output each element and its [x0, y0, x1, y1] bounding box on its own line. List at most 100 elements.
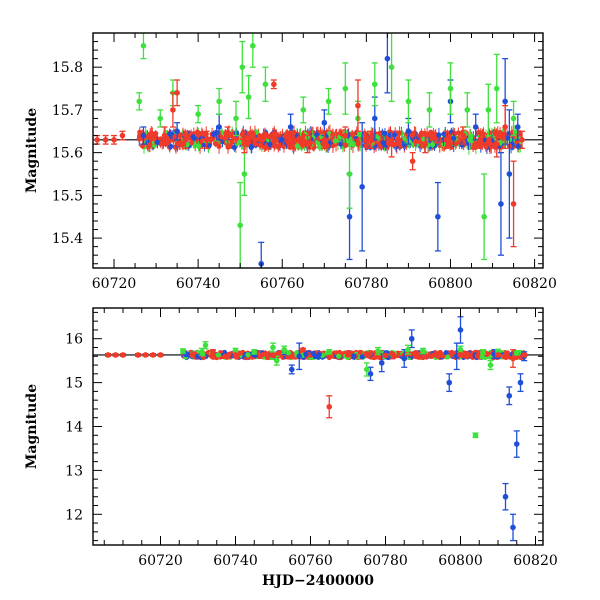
data-point: [182, 137, 189, 143]
data-point: [510, 115, 517, 122]
cloud-point: [482, 132, 488, 138]
x-tick-label: 60760: [260, 276, 305, 292]
data-point: [457, 346, 464, 353]
cloud-point: [229, 139, 235, 145]
x-axis-title: HJD−2400000: [262, 573, 374, 589]
data-point: [493, 141, 500, 147]
cloud-point: [244, 135, 250, 141]
cloud-point: [249, 143, 255, 149]
data-point: [405, 346, 411, 353]
data-point: [435, 213, 441, 220]
data-point: [422, 141, 429, 147]
data-point: [237, 222, 243, 229]
cloud-point: [363, 143, 369, 149]
data-point: [304, 141, 311, 147]
cloud-point: [147, 142, 153, 148]
cloud-point: [264, 354, 271, 361]
cloud-point: [382, 130, 388, 137]
data-point: [120, 352, 126, 358]
data-point: [506, 392, 513, 399]
data-point: [281, 346, 288, 353]
cloud-point: [428, 353, 434, 360]
data-point: [140, 132, 147, 139]
data-point: [519, 137, 525, 143]
data-point: [174, 128, 180, 135]
cloud-point: [172, 134, 178, 140]
cloud-point: [332, 138, 338, 144]
cloud-point: [451, 140, 457, 146]
cloud-point: [515, 143, 521, 150]
data-point: [420, 354, 426, 360]
cloud-point: [351, 141, 357, 147]
data-point: [326, 349, 333, 355]
data-point: [287, 137, 294, 143]
data-point: [367, 371, 374, 377]
cloud-point: [402, 136, 408, 142]
y-ticks: [93, 32, 543, 265]
y-tick-label: 15.4: [52, 231, 83, 247]
data-point: [498, 201, 504, 207]
cloud-point: [486, 137, 492, 143]
y-tick-label: 15.6: [52, 146, 83, 162]
data-point: [119, 132, 126, 139]
x-tick-label: 60800: [428, 276, 473, 292]
cloud-point: [152, 135, 158, 142]
data-point: [521, 352, 528, 358]
cloud-point: [222, 353, 228, 359]
cloud-point: [174, 141, 180, 147]
data-point: [273, 357, 280, 364]
cloud-point: [463, 354, 470, 360]
data-point: [216, 124, 222, 130]
cloud-point: [213, 129, 220, 135]
series-green: [180, 341, 520, 439]
cloud-point: [279, 136, 285, 143]
cloud-point: [225, 144, 231, 150]
data-point: [287, 124, 294, 130]
data-point: [325, 98, 332, 105]
cloud-point: [361, 137, 367, 143]
data-point: [408, 335, 415, 342]
x-tick-label: 60800: [438, 553, 483, 569]
cloud-point: [271, 130, 277, 136]
cloud-point: [484, 351, 490, 357]
data-point: [105, 352, 111, 358]
cloud-point: [316, 351, 322, 358]
data-point: [245, 94, 252, 100]
data-point: [321, 137, 328, 143]
cloud-point: [231, 144, 237, 151]
cloud-point: [357, 349, 363, 355]
data-point: [140, 43, 147, 49]
data-point: [481, 213, 487, 220]
x-tick-label: 60740: [176, 276, 221, 292]
cloud-point: [371, 354, 378, 360]
x-ticks: [103, 308, 536, 545]
data-point: [355, 102, 361, 109]
data-point: [510, 355, 516, 362]
x-ticks: [92, 33, 536, 268]
cloud-point: [294, 143, 300, 149]
data-point: [157, 352, 164, 358]
y-tick-label: 15: [65, 376, 83, 392]
cloud-point: [437, 138, 443, 144]
cloud-point: [190, 134, 196, 140]
data-point: [270, 352, 276, 359]
data-point: [464, 107, 471, 113]
cloud-point: [236, 139, 243, 145]
data-point: [367, 137, 374, 143]
data-point: [493, 85, 500, 92]
cloud-point: [271, 140, 277, 146]
cloud-point: [285, 354, 291, 360]
cloud-point: [215, 352, 221, 358]
data-point: [210, 349, 216, 355]
data-point: [112, 352, 119, 358]
cloud-point: [252, 141, 259, 147]
cloud-point: [166, 138, 172, 144]
cloud-point: [350, 131, 356, 138]
x-tick-label: 60780: [344, 276, 389, 292]
data-point: [401, 355, 408, 362]
cloud-point: [417, 139, 423, 145]
data-point: [513, 441, 520, 447]
cloud-point: [216, 143, 222, 149]
series-blue: [140, 33, 521, 268]
